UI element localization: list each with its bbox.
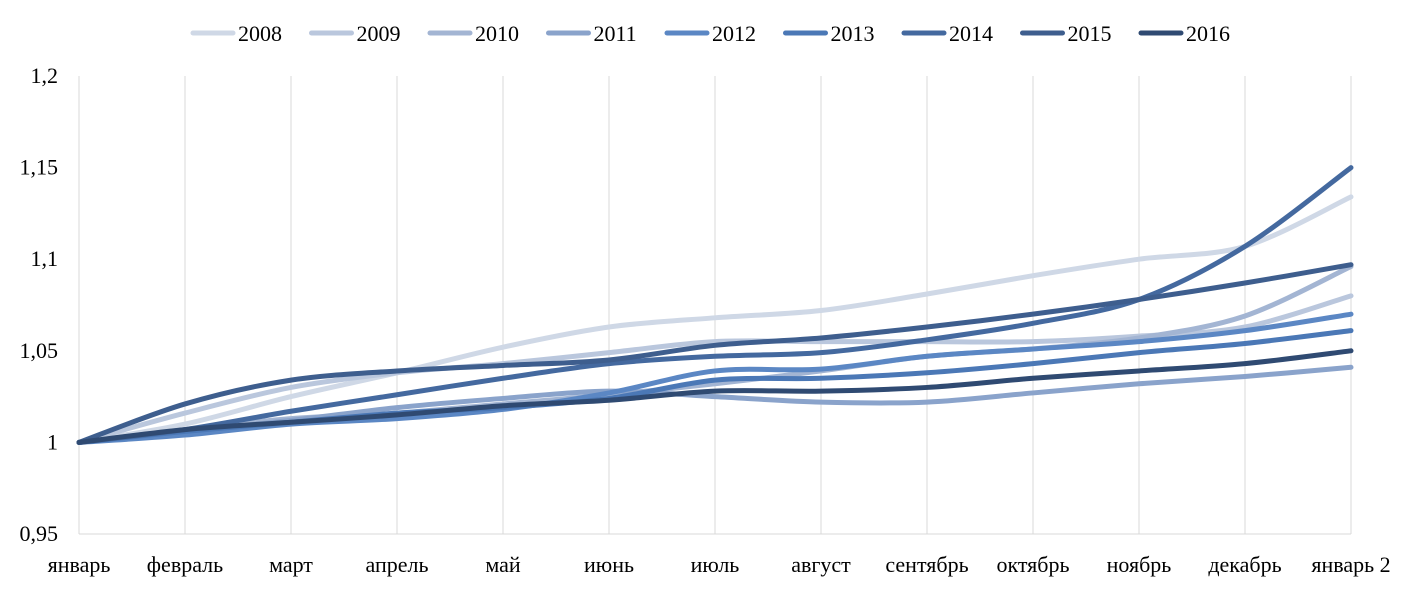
y-tick-label: 1,2 — [31, 63, 59, 88]
x-tick-label: сентябрь — [885, 552, 968, 577]
series-line-2016 — [76, 348, 1354, 445]
x-tick-label: май — [485, 552, 521, 577]
vertical-gridlines — [78, 76, 1352, 534]
x-tick-label: ноябрь — [1107, 552, 1172, 577]
y-tick-label: 0,95 — [20, 521, 59, 546]
x-tick-labels: январь февраль март апрель май июнь июль август… — [48, 552, 1391, 577]
x-tick-label: март — [269, 552, 313, 577]
y-tick-label: 1 — [47, 429, 58, 454]
legend-label-2012: 2012 — [712, 21, 756, 46]
y-tick-label: 1,15 — [20, 155, 59, 180]
x-tick-label: июль — [691, 552, 740, 577]
legend-label-2009: 2009 — [357, 21, 401, 46]
x-tick-label: декабрь — [1208, 552, 1281, 577]
legend-label-2013: 2013 — [831, 21, 875, 46]
x-tick-label: апрель — [365, 552, 428, 577]
y-tick-labels: 0,95 1 1,05 1,1 1,15 1,2 — [20, 63, 59, 546]
legend-label-2014: 2014 — [949, 21, 993, 46]
legend-label-2016: 2016 — [1186, 21, 1230, 46]
legend-label-2008: 2008 — [238, 21, 282, 46]
x-tick-label: июнь — [584, 552, 634, 577]
x-tick-label: февраль — [147, 552, 223, 577]
y-tick-label: 1,05 — [20, 338, 59, 363]
legend-label-2011: 2011 — [594, 21, 637, 46]
x-tick-label: август — [791, 552, 851, 577]
x-tick-label: январь — [48, 552, 111, 577]
series-lines — [76, 165, 1354, 445]
legend-label-2010: 2010 — [475, 21, 519, 46]
series-line-2008 — [76, 194, 1354, 445]
series-line-2015 — [76, 262, 1354, 445]
legend: 2008 2009 2010 2011 2012 2013 2014 2015 2016 — [190, 21, 1230, 46]
x-tick-label: январь 2 — [1311, 552, 1390, 577]
legend-label-2015: 2015 — [1068, 21, 1112, 46]
y-tick-label: 1,1 — [31, 246, 59, 271]
x-tick-label: октябрь — [996, 552, 1069, 577]
